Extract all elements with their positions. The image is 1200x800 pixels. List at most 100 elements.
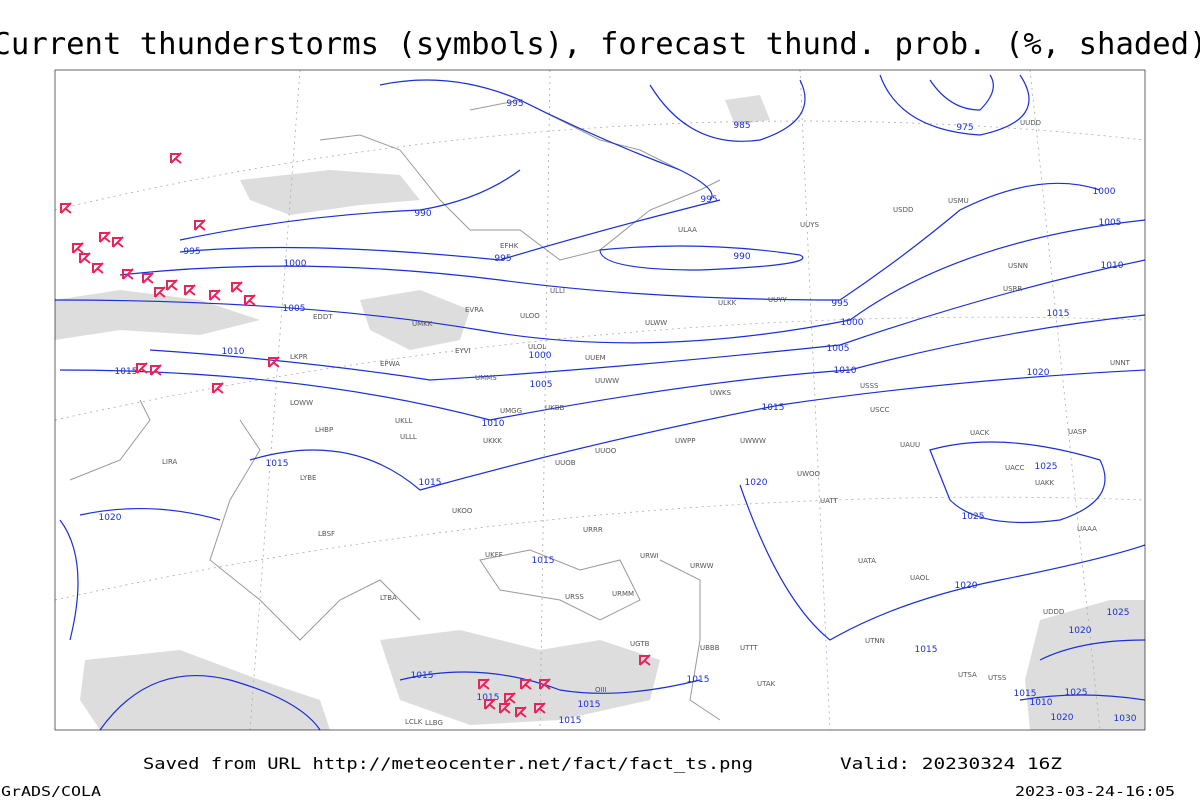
- station-code: UUYS: [800, 221, 820, 229]
- isobar-label: 990: [414, 209, 431, 219]
- station-code: USRR: [1003, 285, 1022, 293]
- labels: 995 985 975 990 995 995 1000 995 990 995 1005 1000 1…: [99, 99, 1137, 727]
- timestamp: 2023-03-24-16:05: [1015, 785, 1175, 800]
- station-code: LBSF: [318, 530, 335, 538]
- thunderstorm-symbol: [79, 252, 91, 264]
- station-code: UAAA: [1077, 525, 1097, 533]
- station-code: UKOO: [452, 507, 473, 515]
- title: Current thunderstorms (symbols), forecas…: [0, 27, 1200, 62]
- isobar-label: 990: [733, 252, 750, 262]
- isobar-label: 1005: [827, 344, 850, 354]
- station-code: USMU: [948, 197, 969, 205]
- isobar-label: 995: [506, 99, 523, 109]
- station-code: UATT: [820, 497, 839, 505]
- isobar-label: 1025: [962, 512, 985, 522]
- isobar-label: 1010: [1101, 261, 1124, 271]
- isobar-label: 1015: [915, 645, 938, 655]
- isobar-label: 1015: [1014, 689, 1037, 699]
- station-code: USSS: [860, 382, 879, 390]
- station-code: UKBB: [545, 404, 565, 412]
- station-code: UTSA: [958, 671, 977, 679]
- station-code: UUOO: [595, 447, 617, 455]
- station-code: URMM: [612, 590, 634, 598]
- shading: [55, 95, 1145, 730]
- isobar-label: 1020: [1069, 626, 1092, 636]
- isobar-label: 995: [494, 254, 511, 264]
- station-code: EDDT: [313, 313, 333, 321]
- isobar-label: 1015: [1047, 309, 1070, 319]
- station-code: URWW: [690, 562, 714, 570]
- station-code: LIRA: [162, 458, 178, 466]
- station-code: ULOL: [528, 343, 546, 351]
- thunderstorm-symbol: [244, 294, 256, 306]
- station-code: UGTB: [630, 640, 650, 648]
- station-code: USDD: [893, 206, 913, 214]
- isobar-label: 1000: [284, 259, 307, 269]
- station-code: ULLI: [550, 287, 565, 295]
- station-code: LLBG: [425, 719, 443, 727]
- thunderstorm-symbol: [539, 678, 551, 690]
- isobar-label: 975: [956, 123, 973, 133]
- station-code: USNN: [1008, 262, 1028, 270]
- station-code: EPWA: [380, 360, 400, 368]
- station-code: ULKK: [718, 299, 737, 307]
- station-code: UAOL: [910, 574, 929, 582]
- isobar-label: 995: [700, 195, 717, 205]
- station-code: UUWW: [595, 377, 619, 385]
- thunderstorm-symbol: [478, 678, 490, 690]
- station-code: OIII: [595, 686, 607, 694]
- station-code: LYBE: [300, 474, 316, 482]
- thunderstorm-symbol: [122, 268, 134, 280]
- isobar-label: 1010: [834, 366, 857, 376]
- station-code: UNNT: [1110, 359, 1131, 367]
- station-code: UTSS: [988, 674, 1007, 682]
- station-code: UUYY: [768, 296, 788, 304]
- station-code: UBBB: [700, 644, 720, 652]
- station-code: UKKK: [483, 437, 502, 445]
- thunderstorm-symbol: [136, 362, 148, 374]
- isobar-label: 1020: [1051, 713, 1074, 723]
- isobar-label: 1015: [532, 556, 555, 566]
- station-code: EVRA: [465, 306, 484, 314]
- station-code: UUDD: [1020, 119, 1041, 127]
- thunderstorm-symbol: [534, 702, 546, 714]
- software: GrADS/COLA: [1, 785, 101, 800]
- coastlines: [69, 99, 721, 721]
- station-code: LCLK: [405, 718, 423, 726]
- station-code: UMKK: [412, 320, 433, 328]
- station-code: URRR: [583, 526, 603, 534]
- station-code: UWPP: [675, 437, 696, 445]
- station-code: UUOB: [555, 459, 576, 467]
- isobar-label: 1010: [1030, 698, 1053, 708]
- isobar-label: 1015: [411, 671, 434, 681]
- station-code: UMGG: [500, 407, 522, 415]
- thunderstorm-symbol: [154, 286, 166, 298]
- map-frame: [54, 69, 1146, 731]
- station-code: LHBP: [315, 426, 333, 434]
- isobar-label: 1020: [745, 478, 768, 488]
- isobar-label: 1010: [482, 419, 505, 429]
- isobar-label: 1020: [1027, 368, 1050, 378]
- isobar-label: 1030: [1114, 714, 1137, 724]
- station-code: EYVI: [455, 347, 471, 355]
- thunderstorm-symbol: [112, 236, 124, 248]
- station-code: UKFF: [485, 551, 503, 559]
- station-code: UTTT: [740, 644, 758, 652]
- station-code: UDDD: [1043, 608, 1064, 616]
- isobar-label: 1015: [687, 675, 710, 685]
- station-code: LTBA: [380, 594, 397, 602]
- station-code: UTNN: [865, 637, 885, 645]
- station-code: UACC: [1005, 464, 1025, 472]
- thunderstorm-symbol: [484, 698, 496, 710]
- isobar-label: 1020: [955, 581, 978, 591]
- isobar-label: 1010: [222, 347, 245, 357]
- valid-time: Valid: 20230324 16Z: [840, 754, 1062, 773]
- station-code: UMMS: [475, 374, 497, 382]
- thunderstorm-symbol: [268, 356, 280, 368]
- thunderstorm-symbol: [60, 202, 72, 214]
- station-code: ULLL: [400, 433, 417, 441]
- isobar-label: 1000: [529, 351, 552, 361]
- thunderstorm-symbol: [515, 706, 527, 718]
- station-code: ULWW: [645, 319, 667, 327]
